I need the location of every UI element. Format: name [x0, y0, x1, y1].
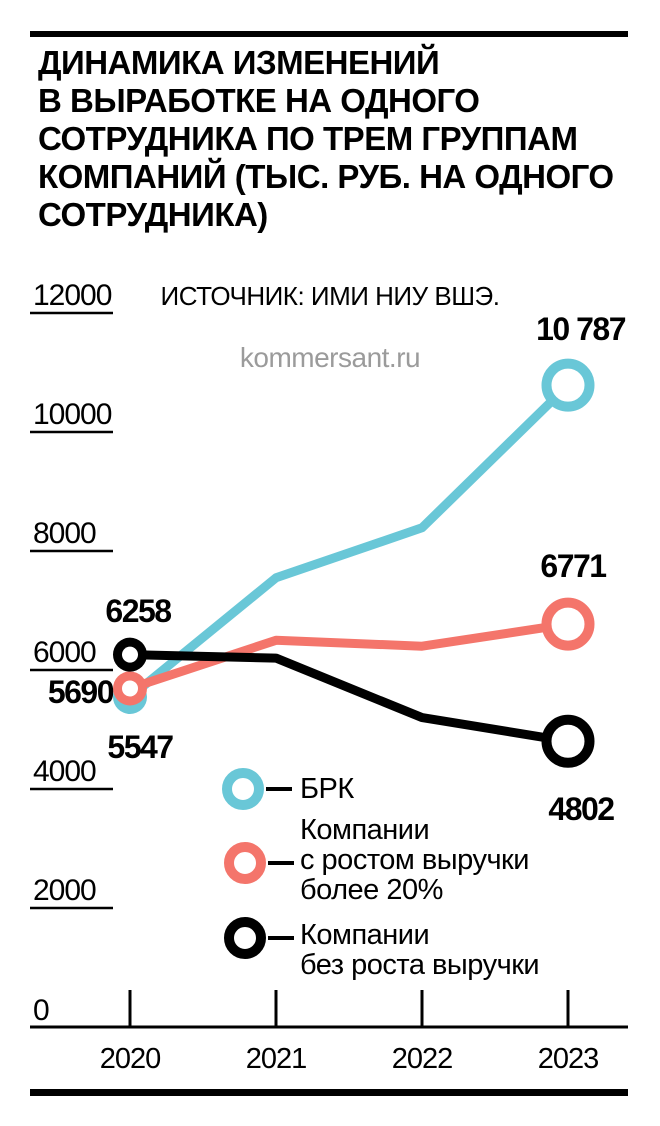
start-marker-hole-no-growth [122, 646, 138, 663]
legend-dash [268, 861, 294, 865]
legend-label-brk: БРК [300, 774, 354, 804]
x-axis-label-2023: 2023 [538, 1043, 599, 1075]
top-divider-bar [30, 31, 628, 37]
title-line: ДИНАМИКА ИЗМЕНЕНИЙ [38, 44, 440, 81]
legend-dash [266, 787, 292, 791]
legend-label-growth20: Компании с ростом выручки более 20% [300, 815, 529, 905]
legend-marker-growth20 [224, 842, 266, 884]
legend-marker-no-growth [224, 917, 266, 959]
legend-text-line: более 20% [300, 874, 443, 906]
end-marker-no-growth [541, 714, 595, 768]
value-label-no-growth-end: 4802 [548, 791, 614, 827]
title-line: В ВЫРАБОТКЕ НА ОДНОГО [38, 82, 480, 119]
data-source-label: ИСТОЧНИК: ИМИ НИУ ВШЭ. [160, 281, 500, 311]
legend-text-line: Компании [300, 814, 430, 846]
x-axis-label-2020: 2020 [100, 1043, 161, 1075]
legend-text-line: БРК [300, 773, 354, 805]
bottom-divider-bar [30, 1089, 628, 1096]
legend-label-no-growth: Компании без роста выручки [300, 919, 540, 981]
y-axis-label-10000: 10000 [33, 398, 112, 431]
end-marker-brk [541, 358, 595, 412]
y-axis-label-0: 0 [33, 994, 49, 1027]
legend-dash [268, 936, 294, 940]
y-axis-label-4000: 4000 [33, 755, 96, 788]
value-label-growth20-start: 5690 [48, 674, 114, 710]
value-label-growth20-end: 6771 [540, 548, 606, 584]
y-axis-label-2000: 2000 [33, 874, 96, 907]
series-line-growth20 [128, 619, 569, 693]
legend-marker-brk [222, 768, 264, 810]
series-line-brk [127, 381, 572, 701]
legend-text-line: без роста выручки [300, 949, 540, 981]
start-marker-hole-growth20 [122, 680, 138, 697]
value-label-brk-start: 5547 [107, 729, 173, 765]
title-line: СОТРУДНИКА) [38, 196, 268, 233]
value-label-brk-end: 10 787 [536, 311, 626, 347]
x-axis-label-2022: 2022 [392, 1043, 453, 1075]
y-axis-label-8000: 8000 [33, 517, 96, 550]
end-marker-growth20 [541, 597, 595, 651]
legend-text-line: Компании [300, 919, 430, 951]
page-title: ДИНАМИКА ИЗМЕНЕНИЙ В ВЫРАБОТКЕ НА ОДНОГО… [38, 44, 628, 234]
title-line: СОТРУДНИКА ПО ТРЕМ ГРУППАМ [38, 120, 578, 157]
kommersant-watermark: kommersant.ru [239, 342, 421, 373]
title-line: КОМПАНИЙ (ТЫС. РУБ. НА ОДНОГО [38, 158, 614, 195]
series-line-no-growth [129, 650, 569, 746]
value-label-no-growth-start: 6258 [105, 593, 171, 629]
y-axis-label-6000: 6000 [33, 636, 96, 669]
x-axis-label-2021: 2021 [246, 1043, 307, 1075]
y-axis-label-12000: 12000 [33, 279, 112, 312]
legend-text-line: с ростом выручки [300, 844, 529, 876]
